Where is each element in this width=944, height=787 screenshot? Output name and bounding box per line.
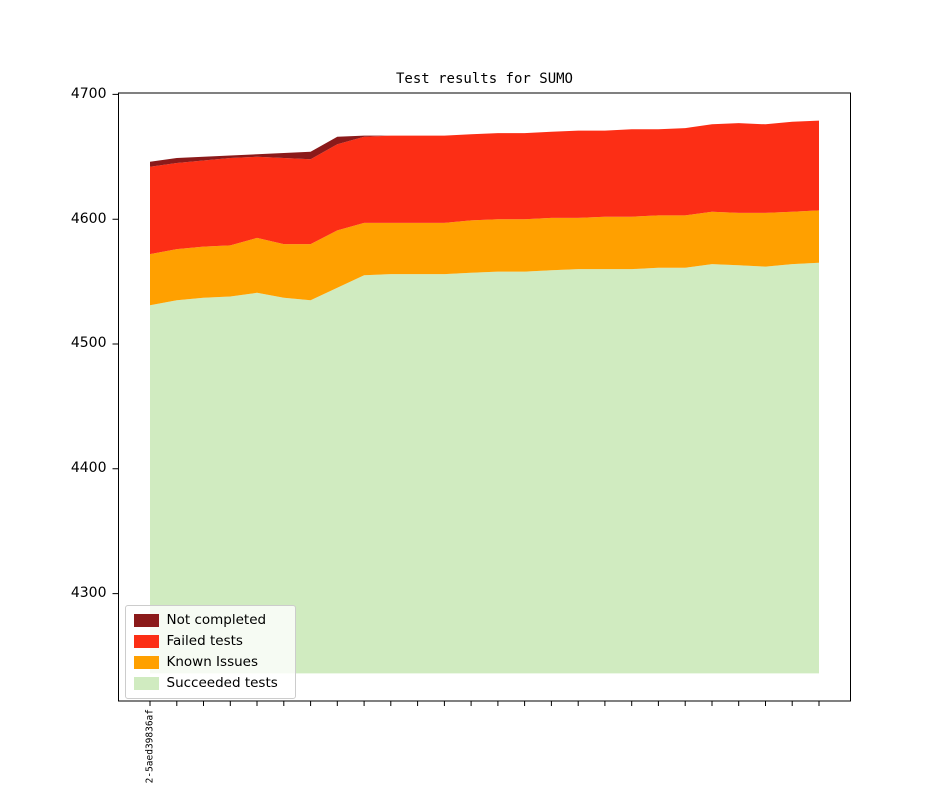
legend-label: Succeeded tests (166, 675, 278, 691)
legend: Not completed Failed tests Known Issues Suc… (124, 604, 296, 699)
area-layer-not-completed (150, 120, 819, 167)
area-layer-succeeded-tests (150, 262, 819, 674)
axis-ticks (112, 93, 820, 706)
legend-item: Succeeded tests (133, 673, 291, 694)
legend-label: Known Issues (166, 654, 259, 670)
legend-item: Known Issues (133, 652, 291, 673)
legend-swatch-icon (133, 655, 159, 669)
legend-item: Failed tests (133, 631, 291, 652)
y-tick-label: 4700 (70, 85, 107, 102)
x-tick-label: 2-5aed39836af (144, 709, 155, 784)
legend-swatch-icon (133, 634, 159, 648)
legend-swatch-icon (133, 676, 159, 690)
y-tick-label: 4600 (70, 210, 107, 227)
legend-label: Not completed (166, 612, 267, 628)
axes-frame (118, 92, 851, 702)
area-layer-failed-tests (150, 120, 819, 255)
y-tick-label: 4300 (70, 585, 107, 602)
y-tick-label: 4400 (70, 460, 107, 477)
legend-label: Failed tests (166, 633, 243, 649)
area-layers (150, 120, 819, 674)
area-layer-known-issues (150, 210, 819, 306)
legend-swatch-icon (133, 613, 159, 627)
legend-item: Not completed (133, 610, 291, 631)
y-tick-label: 4500 (70, 335, 107, 352)
chart-title: Test results for SUMO (395, 71, 573, 87)
